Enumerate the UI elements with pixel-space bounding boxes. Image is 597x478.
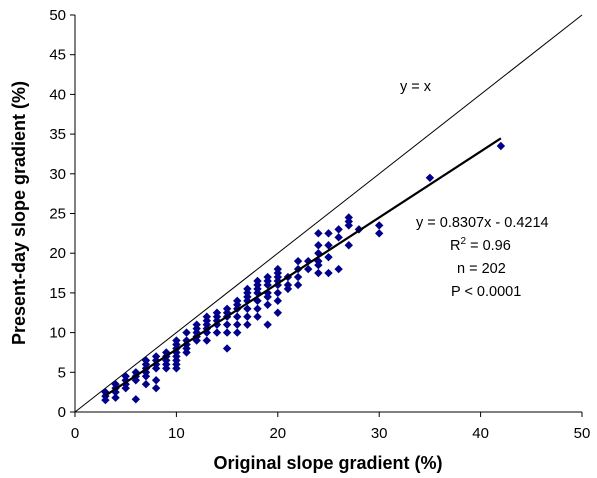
y-tick-label: 40 <box>49 86 66 103</box>
p-value-label: P < 0.0001 <box>451 284 521 300</box>
data-point <box>273 308 282 317</box>
data-point <box>233 320 242 329</box>
data-point <box>253 276 262 286</box>
data-point <box>293 272 303 282</box>
sample-size-label: n = 202 <box>457 261 506 277</box>
regression-line <box>104 137 502 397</box>
data-point <box>243 304 252 313</box>
data-point <box>334 233 343 242</box>
data-point <box>212 308 222 317</box>
x-tick-label: 0 <box>71 425 79 442</box>
data-point <box>192 320 201 329</box>
y-tick-label: 10 <box>49 325 66 342</box>
data-point <box>151 352 161 361</box>
data-point <box>151 383 161 393</box>
data-point <box>222 328 232 337</box>
data-point <box>496 141 506 151</box>
data-point <box>233 296 242 306</box>
data-point <box>334 225 343 234</box>
data-points <box>101 141 506 405</box>
y-axis-title: Present-day slope gradient (%) <box>9 81 29 345</box>
data-point <box>263 300 272 310</box>
data-point <box>182 328 191 337</box>
data-point <box>222 344 232 353</box>
data-point <box>253 312 262 321</box>
data-point <box>314 268 323 278</box>
data-point <box>121 372 130 381</box>
data-point <box>263 272 272 282</box>
y-tick-label: 25 <box>49 206 66 223</box>
data-point <box>314 229 323 238</box>
data-point <box>222 320 232 329</box>
x-tick-label: 50 <box>574 425 591 442</box>
data-point <box>151 376 161 385</box>
data-point <box>375 229 384 238</box>
data-point <box>293 256 303 266</box>
x-axis-ticks: 0 10 20 30 40 50 <box>71 412 591 442</box>
r-squared-value: = 0.96 <box>466 238 511 254</box>
data-point <box>304 264 313 274</box>
data-point <box>344 241 353 250</box>
data-point <box>141 380 151 389</box>
y-axis-ticks: 0 5 10 15 20 25 30 35 40 45 50 <box>49 7 75 421</box>
data-point <box>243 312 252 321</box>
data-point <box>324 229 333 238</box>
data-point <box>324 252 333 262</box>
data-point <box>202 336 212 345</box>
plot-area: 0 5 10 15 20 25 30 35 40 45 50 0 10 20 30 40 50 <box>49 7 590 442</box>
reference-line-y-equals-x <box>74 14 583 413</box>
data-point <box>243 320 252 329</box>
data-point <box>111 393 120 402</box>
data-point <box>344 213 353 222</box>
r-squared-r: R <box>450 238 460 254</box>
data-point <box>222 304 232 313</box>
x-tick-label: 40 <box>472 425 489 442</box>
data-point <box>293 280 303 290</box>
r-squared-label: R2 = 0.96 <box>450 236 511 254</box>
data-point <box>314 241 323 250</box>
data-point <box>111 380 120 389</box>
y-tick-label: 50 <box>49 7 66 24</box>
data-point <box>375 221 384 230</box>
data-point <box>172 336 181 345</box>
data-point <box>202 312 212 321</box>
y-tick-label: 45 <box>49 47 66 64</box>
data-point <box>131 395 141 404</box>
data-point <box>253 304 262 313</box>
x-tick-label: 20 <box>269 425 286 442</box>
data-point <box>212 328 222 337</box>
data-point <box>101 387 110 397</box>
data-point <box>141 356 151 365</box>
r-squared-exponent: 2 <box>460 236 466 247</box>
x-tick-label: 30 <box>371 425 388 442</box>
y-tick-label: 20 <box>49 245 66 262</box>
y-tick-label: 30 <box>49 166 66 183</box>
regression-equation: y = 0.8307x - 0.4214 <box>416 215 549 231</box>
x-axis-title: Original slope gradient (%) <box>213 453 442 473</box>
data-point <box>233 328 242 337</box>
data-point <box>233 312 242 321</box>
reference-line-label: y = x <box>400 79 432 95</box>
data-point <box>324 268 333 278</box>
data-point <box>243 284 252 294</box>
data-point <box>334 264 343 274</box>
data-point <box>273 296 282 306</box>
data-point <box>324 241 333 250</box>
data-point <box>283 280 293 290</box>
data-point <box>425 173 435 182</box>
x-tick-label: 10 <box>168 425 185 442</box>
data-point <box>263 320 272 329</box>
data-point <box>273 288 282 298</box>
data-point <box>131 368 141 377</box>
y-tick-label: 0 <box>58 404 66 421</box>
data-point <box>273 264 282 274</box>
y-tick-label: 35 <box>49 126 66 143</box>
y-tick-label: 15 <box>49 285 66 302</box>
y-tick-label: 5 <box>58 364 66 381</box>
